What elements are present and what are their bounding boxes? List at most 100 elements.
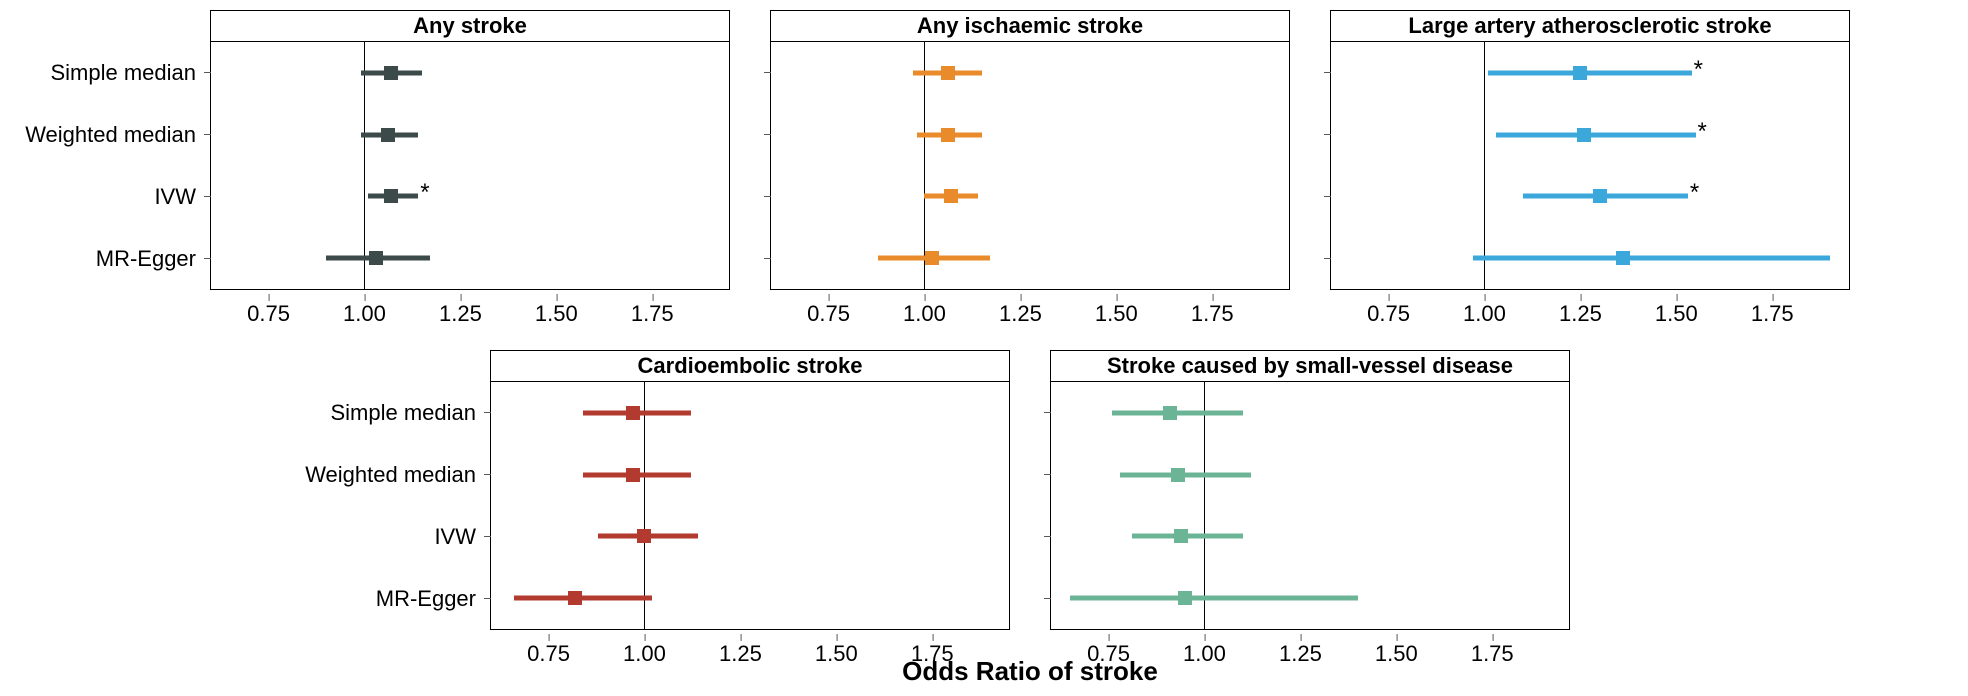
significance-star: *	[1690, 180, 1699, 208]
x-tick-label: 0.75	[247, 301, 290, 327]
x-tick-mark	[1676, 294, 1677, 301]
plot-area: 0.751.001.251.501.75	[490, 382, 1010, 630]
panel-title: Any ischaemic stroke	[770, 10, 1290, 42]
y-tick-mark	[204, 72, 211, 73]
point-estimate	[1163, 406, 1177, 420]
y-tick-mark	[764, 72, 771, 73]
ci-line	[1488, 70, 1691, 75]
x-tick-label: 1.50	[1095, 301, 1138, 327]
y-tick-mark	[204, 258, 211, 259]
y-tick-mark	[484, 536, 491, 537]
y-label: MR-Egger	[376, 588, 476, 610]
ci-line	[1473, 256, 1830, 261]
point-estimate	[925, 251, 939, 265]
significance-star: *	[1698, 118, 1707, 146]
x-tick-mark	[1492, 634, 1493, 641]
y-tick-mark	[1044, 536, 1051, 537]
x-tick-mark	[924, 294, 925, 301]
panel-title: Stroke caused by small-vessel disease	[1050, 350, 1570, 382]
point-estimate	[1616, 251, 1630, 265]
x-axis-ticks: 0.751.001.251.501.75	[211, 301, 729, 325]
y-tick-mark	[764, 196, 771, 197]
x-tick-label: 1.25	[719, 641, 762, 667]
x-tick-label: 1.25	[999, 301, 1042, 327]
y-tick-mark	[204, 134, 211, 135]
y-tick-mark	[484, 412, 491, 413]
y-label: IVW	[154, 186, 196, 208]
x-tick-label: 1.00	[1463, 301, 1506, 327]
point-estimate	[1573, 66, 1587, 80]
ci-line	[1496, 132, 1696, 137]
x-tick-label: 1.00	[343, 301, 386, 327]
significance-star: *	[1694, 56, 1703, 84]
x-axis-ticks: 0.75 1.00 1.25 1.50 1.75	[771, 301, 1289, 325]
reference-line	[644, 382, 646, 629]
x-tick-label: 1.75	[1191, 301, 1234, 327]
y-tick-mark	[1044, 412, 1051, 413]
point-estimate	[384, 66, 398, 80]
y-tick-mark	[1324, 196, 1331, 197]
x-tick-label: 0.75	[807, 301, 850, 327]
x-tick-mark	[364, 294, 365, 301]
y-tick-mark	[764, 134, 771, 135]
x-tick-label: 0.75	[527, 641, 570, 667]
x-tick-mark	[460, 294, 461, 301]
y-label: MR-Egger	[96, 248, 196, 270]
ci-line	[1070, 596, 1358, 601]
x-tick-mark	[1300, 634, 1301, 641]
panel-title: Any stroke	[210, 10, 730, 42]
point-estimate	[384, 189, 398, 203]
x-tick-mark	[1484, 294, 1485, 301]
x-tick-mark	[1389, 294, 1390, 301]
x-tick-label: 1.00	[903, 301, 946, 327]
x-tick-label: 0.75	[1367, 301, 1410, 327]
x-tick-mark	[740, 634, 741, 641]
x-tick-mark	[1580, 294, 1581, 301]
point-estimate	[1174, 529, 1188, 543]
y-label: Simple median	[50, 62, 196, 84]
x-tick-label: 1.75	[631, 301, 674, 327]
x-tick-mark	[836, 634, 837, 641]
y-tick-mark	[1324, 258, 1331, 259]
x-tick-label: 1.50	[535, 301, 578, 327]
point-estimate	[941, 128, 955, 142]
x-tick-label: 1.75	[1471, 641, 1514, 667]
reference-line	[364, 42, 366, 289]
point-estimate	[369, 251, 383, 265]
x-tick-label: 1.00	[623, 641, 666, 667]
y-tick-mark	[204, 196, 211, 197]
x-axis-ticks: 0.751.001.251.501.75	[1331, 301, 1849, 325]
panel-any-ischaemic-stroke: Any ischaemic stroke0.751.001.251.501.75	[770, 10, 1290, 290]
x-tick-mark	[829, 294, 830, 301]
panel-small-vessel-stroke: Stroke caused by small-vessel disease0.7…	[1050, 350, 1570, 630]
y-label: IVW	[434, 526, 476, 548]
x-tick-mark	[269, 294, 270, 301]
y-tick-mark	[1044, 598, 1051, 599]
point-estimate	[941, 66, 955, 80]
point-estimate	[1593, 189, 1607, 203]
y-tick-mark	[484, 474, 491, 475]
panel-any-stroke: Any stroke*0.751.001.251.501.75	[210, 10, 730, 290]
y-axis-labels: Simple medianWeighted medianIVWMR-Egger	[0, 62, 196, 270]
ci-line	[514, 596, 652, 601]
point-estimate	[1178, 591, 1192, 605]
panel-title: Large artery atherosclerotic stroke	[1330, 10, 1850, 42]
x-tick-label: 1.50	[1375, 641, 1418, 667]
y-tick-mark	[1324, 72, 1331, 73]
point-estimate	[568, 591, 582, 605]
x-tick-mark	[1212, 294, 1213, 301]
x-tick-mark	[1109, 634, 1110, 641]
x-tick-mark	[932, 634, 933, 641]
plot-area: 0.751.001.251.501.75	[1050, 382, 1570, 630]
plot-area: ***0.751.001.251.501.75	[1330, 42, 1850, 290]
point-estimate	[626, 406, 640, 420]
forest-plot-figure: Any stroke * 0.75 1.00 1.25 1.50 1.75 Simple me…	[0, 0, 1968, 696]
y-tick-mark	[1044, 474, 1051, 475]
point-estimate	[381, 128, 395, 142]
x-tick-mark	[1020, 294, 1021, 301]
point-estimate	[637, 529, 651, 543]
y-tick-mark	[1324, 134, 1331, 135]
reference-line	[1484, 42, 1486, 289]
significance-star: *	[420, 180, 429, 208]
x-tick-mark	[1116, 294, 1117, 301]
